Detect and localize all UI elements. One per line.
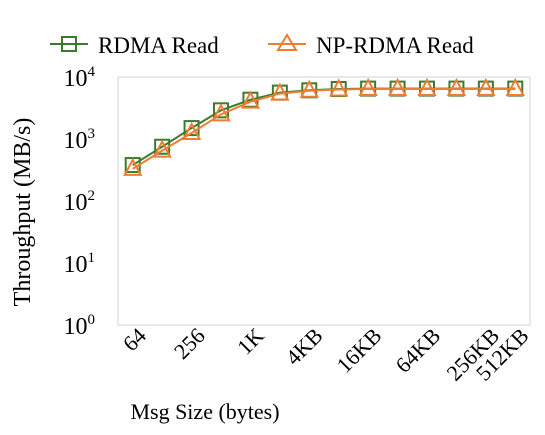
x-tick-label-2: 1K <box>232 323 269 360</box>
data-point-np-rdma-read-3 <box>211 103 231 122</box>
y-tick-label-4: 104 <box>64 64 96 92</box>
data-point-np-rdma-read-7 <box>329 78 349 97</box>
data-point-np-rdma-read-13 <box>505 77 525 97</box>
x-tick-label-3: 4KB <box>280 323 327 370</box>
data-point-np-rdma-read-12 <box>476 77 496 97</box>
y-tick-label-0: 100 <box>64 312 96 340</box>
data-point-np-rdma-read-4 <box>240 90 261 109</box>
x-axis-title: Msg Size (bytes) <box>130 399 279 424</box>
series-layer <box>123 77 525 176</box>
data-point-np-rdma-read-11 <box>446 77 467 97</box>
data-point-np-rdma-read-5 <box>270 82 290 101</box>
data-point-np-rdma-read-2 <box>181 121 202 140</box>
legend-item-rdma-read: RDMA Read <box>50 33 219 58</box>
legend: RDMA Read NP-RDMA Read <box>50 33 474 58</box>
plot-frame <box>117 76 531 326</box>
data-point-np-rdma-read-8 <box>358 77 378 97</box>
y-tick-label-1: 101 <box>64 250 96 278</box>
y-tick-label-3: 103 <box>64 126 96 154</box>
legend-label-np-rdma-read: NP-RDMA Read <box>316 33 474 58</box>
x-tick-label-4: 16KB <box>332 323 387 378</box>
x-tick-label-5: 64KB <box>390 323 445 378</box>
x-tick-label-0: 64 <box>118 323 151 356</box>
data-point-np-rdma-read-10 <box>417 77 437 97</box>
y-tick-label-2: 102 <box>64 188 96 216</box>
data-point-np-rdma-read-1 <box>152 139 172 158</box>
y-tick-labels: 100 101 102 103 104 <box>64 64 96 340</box>
data-point-np-rdma-read-0 <box>123 157 143 176</box>
legend-label-rdma-read: RDMA Read <box>98 33 219 58</box>
legend-item-np-rdma-read: NP-RDMA Read <box>268 33 474 58</box>
legend-marker-np-rdma-read <box>276 33 298 51</box>
data-point-np-rdma-read-6 <box>299 79 319 98</box>
data-point-np-rdma-read-9 <box>387 77 408 97</box>
legend-marker-rdma-read <box>61 36 77 52</box>
y-axis-title: Throughput (MB/s) <box>10 118 36 307</box>
x-tick-label-1: 256 <box>169 323 210 364</box>
